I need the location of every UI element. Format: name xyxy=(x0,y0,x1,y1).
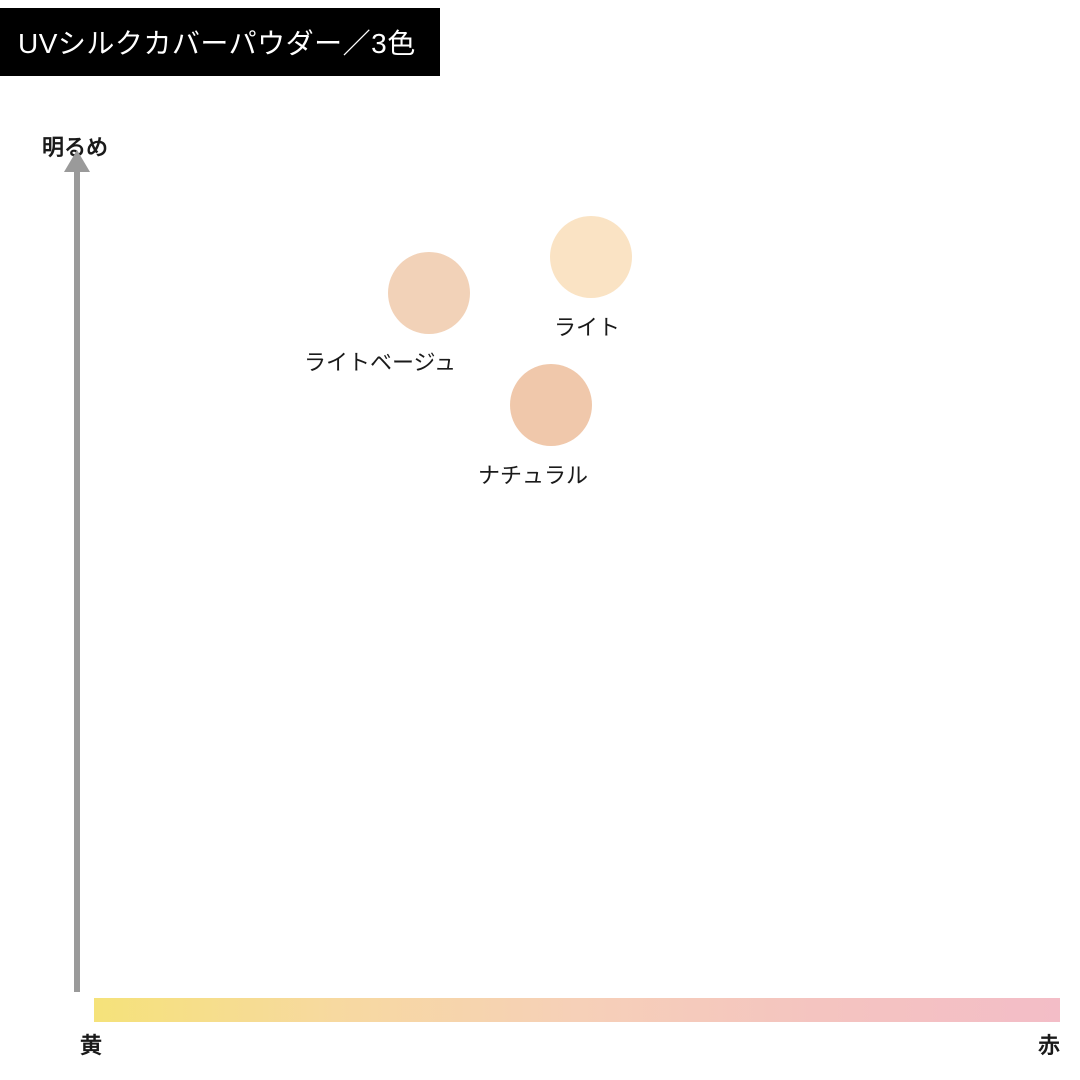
page-title: UVシルクカバーパウダー／3色 xyxy=(0,8,440,76)
color-swatch xyxy=(510,364,592,446)
color-swatch xyxy=(550,216,632,298)
x-axis-gradient xyxy=(94,998,1060,1022)
color-swatch xyxy=(388,252,470,334)
color-chart: 明るめ ライトベージュライトナチュラル 黄 赤 xyxy=(60,140,1060,1040)
swatch-label: ライト xyxy=(554,310,620,342)
swatch-label: ライトベージュ xyxy=(304,345,456,377)
x-axis-label-right: 赤 xyxy=(1038,1028,1060,1060)
y-axis-line xyxy=(74,162,80,992)
x-axis-label-left: 黄 xyxy=(80,1028,102,1060)
swatch-label: ナチュラル xyxy=(478,458,588,490)
